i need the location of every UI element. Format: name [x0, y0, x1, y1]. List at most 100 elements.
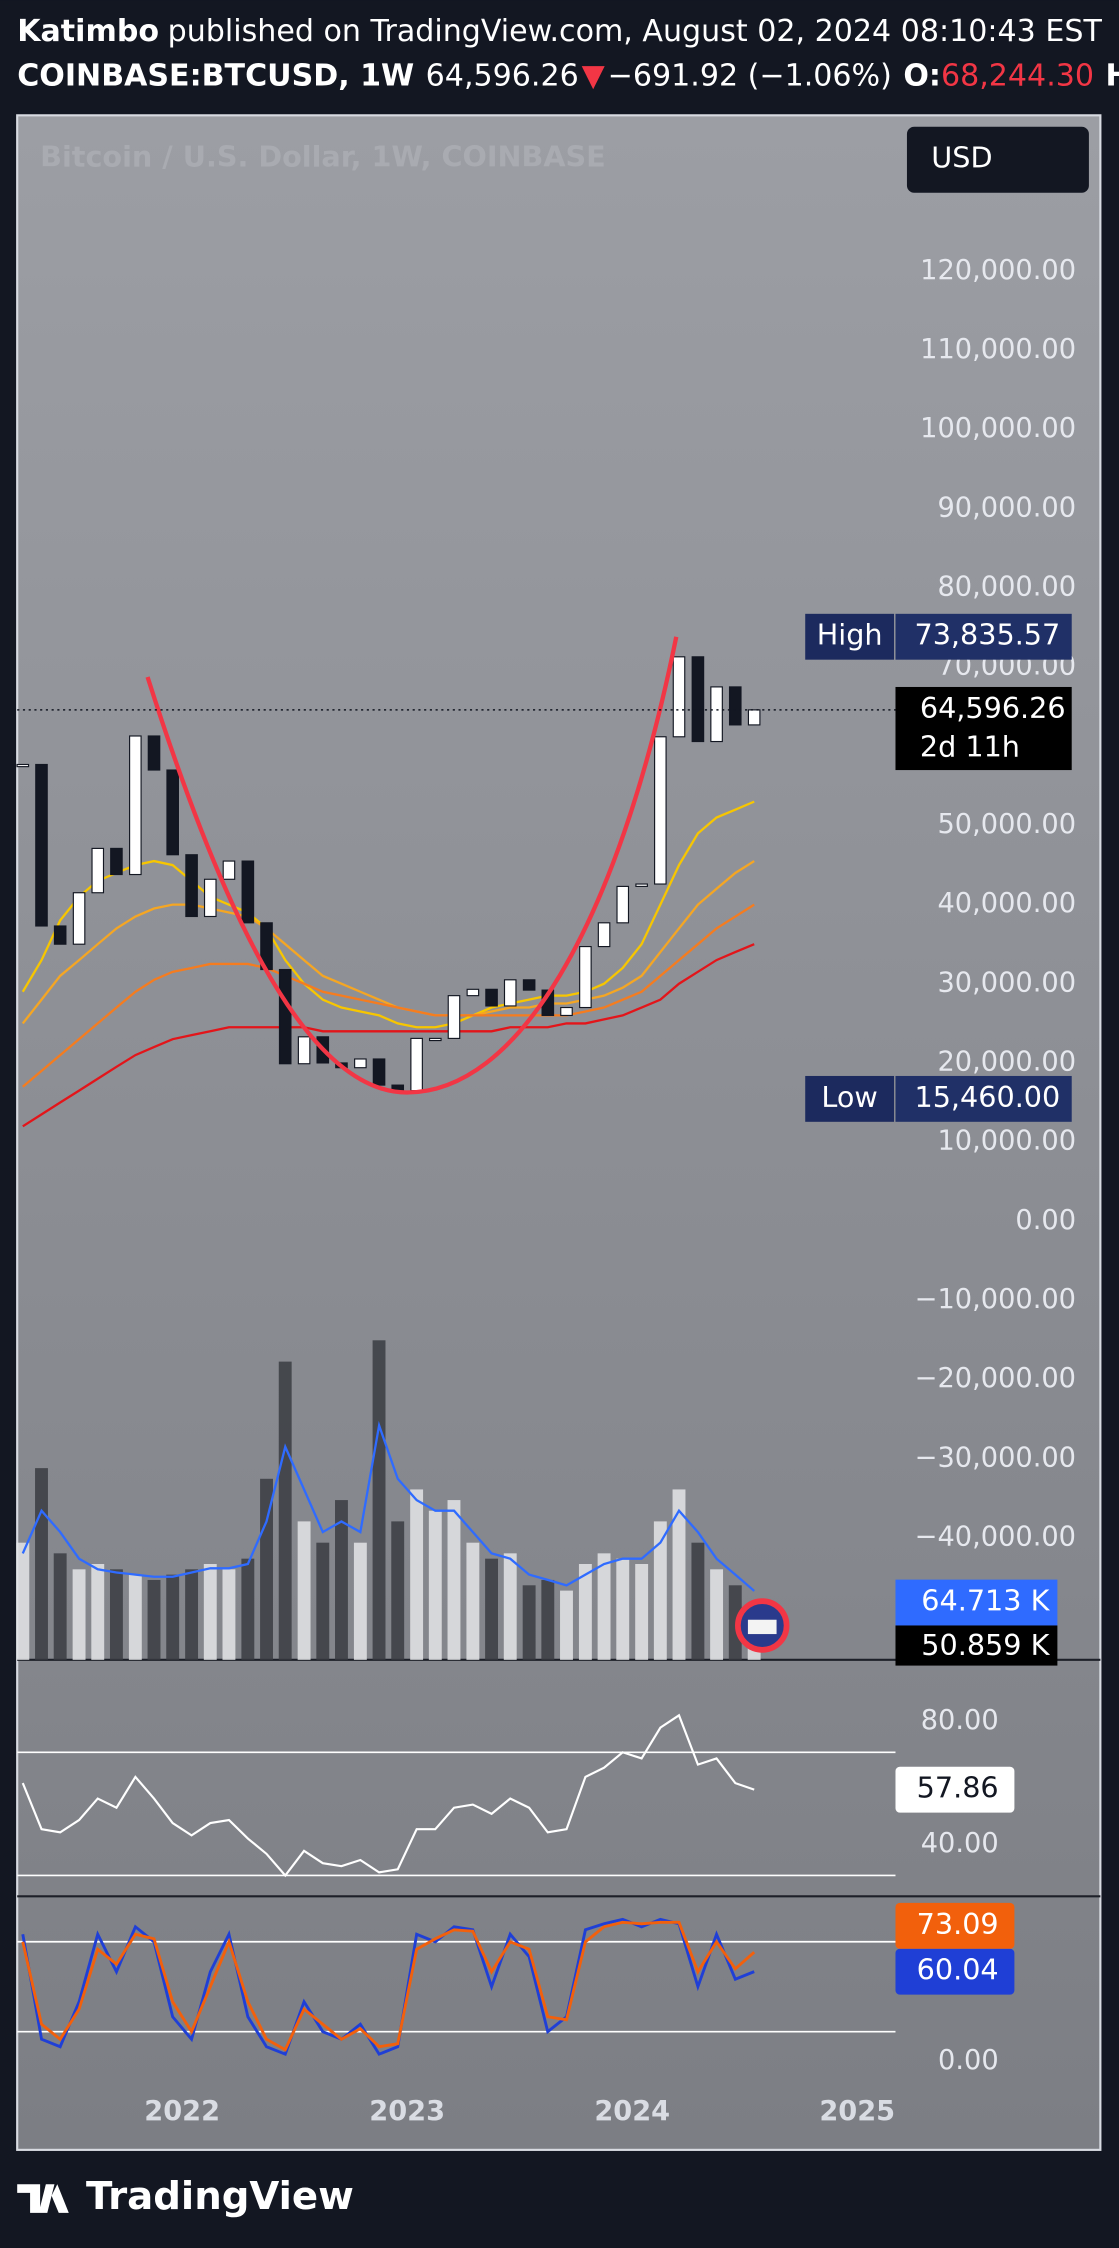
- y-tick-label: −40,000.00: [915, 1521, 1076, 1552]
- volume-bar: [203, 1563, 217, 1660]
- volume-bar: [185, 1569, 199, 1660]
- candle: [241, 860, 255, 924]
- indicator-line: [21, 1920, 756, 2052]
- volume-bar: [72, 1569, 86, 1660]
- open-label: O:: [903, 58, 941, 93]
- candle: [203, 878, 217, 918]
- stoch-tick-label: 0.00: [938, 2045, 999, 2076]
- candle: [560, 1006, 573, 1017]
- y-tick-label: −10,000.00: [915, 1284, 1076, 1315]
- candle: [710, 686, 723, 743]
- label-layer: 2022 2023 2024 2025 120,000.00 110,000.00 100,…: [17, 255, 1076, 2127]
- volume-bar: [297, 1521, 311, 1660]
- indicator-line: [21, 800, 755, 1029]
- candle: [579, 945, 592, 1009]
- header-arrow: ▼: [582, 58, 606, 93]
- y-tick-label: 30,000.00: [937, 967, 1076, 998]
- candle: [35, 763, 48, 927]
- indicator-line: [21, 860, 755, 1025]
- x-tick-label: 2023: [369, 2096, 445, 2127]
- countdown-label: 2d 11h: [920, 730, 1020, 764]
- last-price-box: [895, 686, 1072, 771]
- volume-bar: [503, 1553, 517, 1660]
- candle: [428, 1037, 442, 1042]
- volume-bar: [578, 1563, 592, 1660]
- candle: [654, 736, 667, 885]
- candle: [91, 847, 105, 894]
- stoch-label: 73.09: [917, 1907, 999, 1941]
- header-line-1: Katimbo published on TradingView.com, Aug…: [17, 14, 1102, 49]
- volume-bar: [541, 1579, 555, 1660]
- y-tick-label: 120,000.00: [920, 255, 1076, 286]
- marker-value-box: [895, 1075, 1072, 1122]
- footer-text: TradingView: [86, 2174, 354, 2219]
- y-tick-label: 10,000.00: [937, 1126, 1076, 1157]
- indicator-line: [21, 1420, 755, 1592]
- candle: [297, 1036, 311, 1065]
- marker-name-box: [805, 613, 895, 660]
- volume-ma-box: [895, 1579, 1058, 1626]
- candle: [110, 847, 123, 876]
- candle: [129, 735, 142, 876]
- volume-bar: [672, 1489, 686, 1660]
- button-background[interactable]: [906, 126, 1089, 193]
- volume-bar: [391, 1521, 405, 1660]
- marker-value: 73,835.57: [914, 618, 1060, 652]
- candle: [222, 860, 236, 880]
- volume-bar: [147, 1579, 161, 1660]
- indicator-line: [22, 903, 755, 1088]
- volume-bar: [166, 1574, 180, 1660]
- candle: [635, 883, 648, 887]
- volume-bar: [710, 1569, 724, 1660]
- y-tick-label: 50,000.00: [937, 809, 1076, 840]
- currency-button[interactable]: USD: [906, 126, 1089, 193]
- rsi-tick-label: 80.00: [921, 1705, 999, 1736]
- y-tick-label: 100,000.00: [920, 413, 1076, 444]
- y-tick-label: 40,000.00: [937, 888, 1076, 919]
- indicator-line: [22, 943, 755, 1128]
- volume-bar: [278, 1361, 292, 1660]
- marker-name: High: [817, 618, 883, 652]
- symbol: COINBASE:BTCUSD, 1W: [17, 58, 414, 93]
- volume-bar: [353, 1542, 367, 1660]
- volume-box: [895, 1625, 1058, 1666]
- high-label: H:: [1106, 58, 1119, 93]
- candle: [354, 1058, 367, 1069]
- marker-name: Low: [821, 1080, 877, 1114]
- author: Katimbo: [17, 14, 159, 49]
- line-layer: [17, 800, 896, 2057]
- candle: [166, 769, 179, 856]
- x-tick-label: 2025: [819, 2096, 895, 2127]
- rsi-label: 57.86: [917, 1771, 999, 1805]
- button-label[interactable]: USD: [931, 141, 992, 175]
- volume-bar: [222, 1569, 236, 1660]
- volume-bar: [53, 1553, 67, 1660]
- volume-label: 50.859 K: [921, 1628, 1050, 1662]
- volume-bar: [128, 1574, 142, 1660]
- x-tick-label: 2024: [594, 2096, 670, 2127]
- candle: [185, 854, 198, 918]
- stoch-label: 60.04: [917, 1953, 999, 1987]
- volume-bar: [241, 1558, 255, 1660]
- candle: [522, 979, 536, 991]
- marker-value: 15,460.00: [914, 1080, 1060, 1114]
- watermark: Bitcoin / U.S. Dollar, 1W, COINBASE: [40, 139, 606, 173]
- candle: [503, 979, 517, 1007]
- footer-logo: TradingView: [17, 2174, 354, 2219]
- stoch-box: [895, 1948, 1015, 1995]
- y-tick-label: −30,000.00: [915, 1442, 1076, 1473]
- y-tick-label: 110,000.00: [920, 334, 1076, 365]
- candle: [485, 988, 498, 1007]
- volume-ma-label: 64.713 K: [921, 1584, 1050, 1618]
- y-tick-label: 20,000.00: [937, 1046, 1076, 1077]
- volume-bar: [91, 1563, 105, 1660]
- stoch-box: [895, 1902, 1015, 1949]
- indicator-line: [21, 1713, 755, 1878]
- candle: [447, 995, 461, 1039]
- candle-layer: [16, 656, 761, 1092]
- volume-bar: [485, 1558, 499, 1660]
- volume-bar: [466, 1542, 480, 1660]
